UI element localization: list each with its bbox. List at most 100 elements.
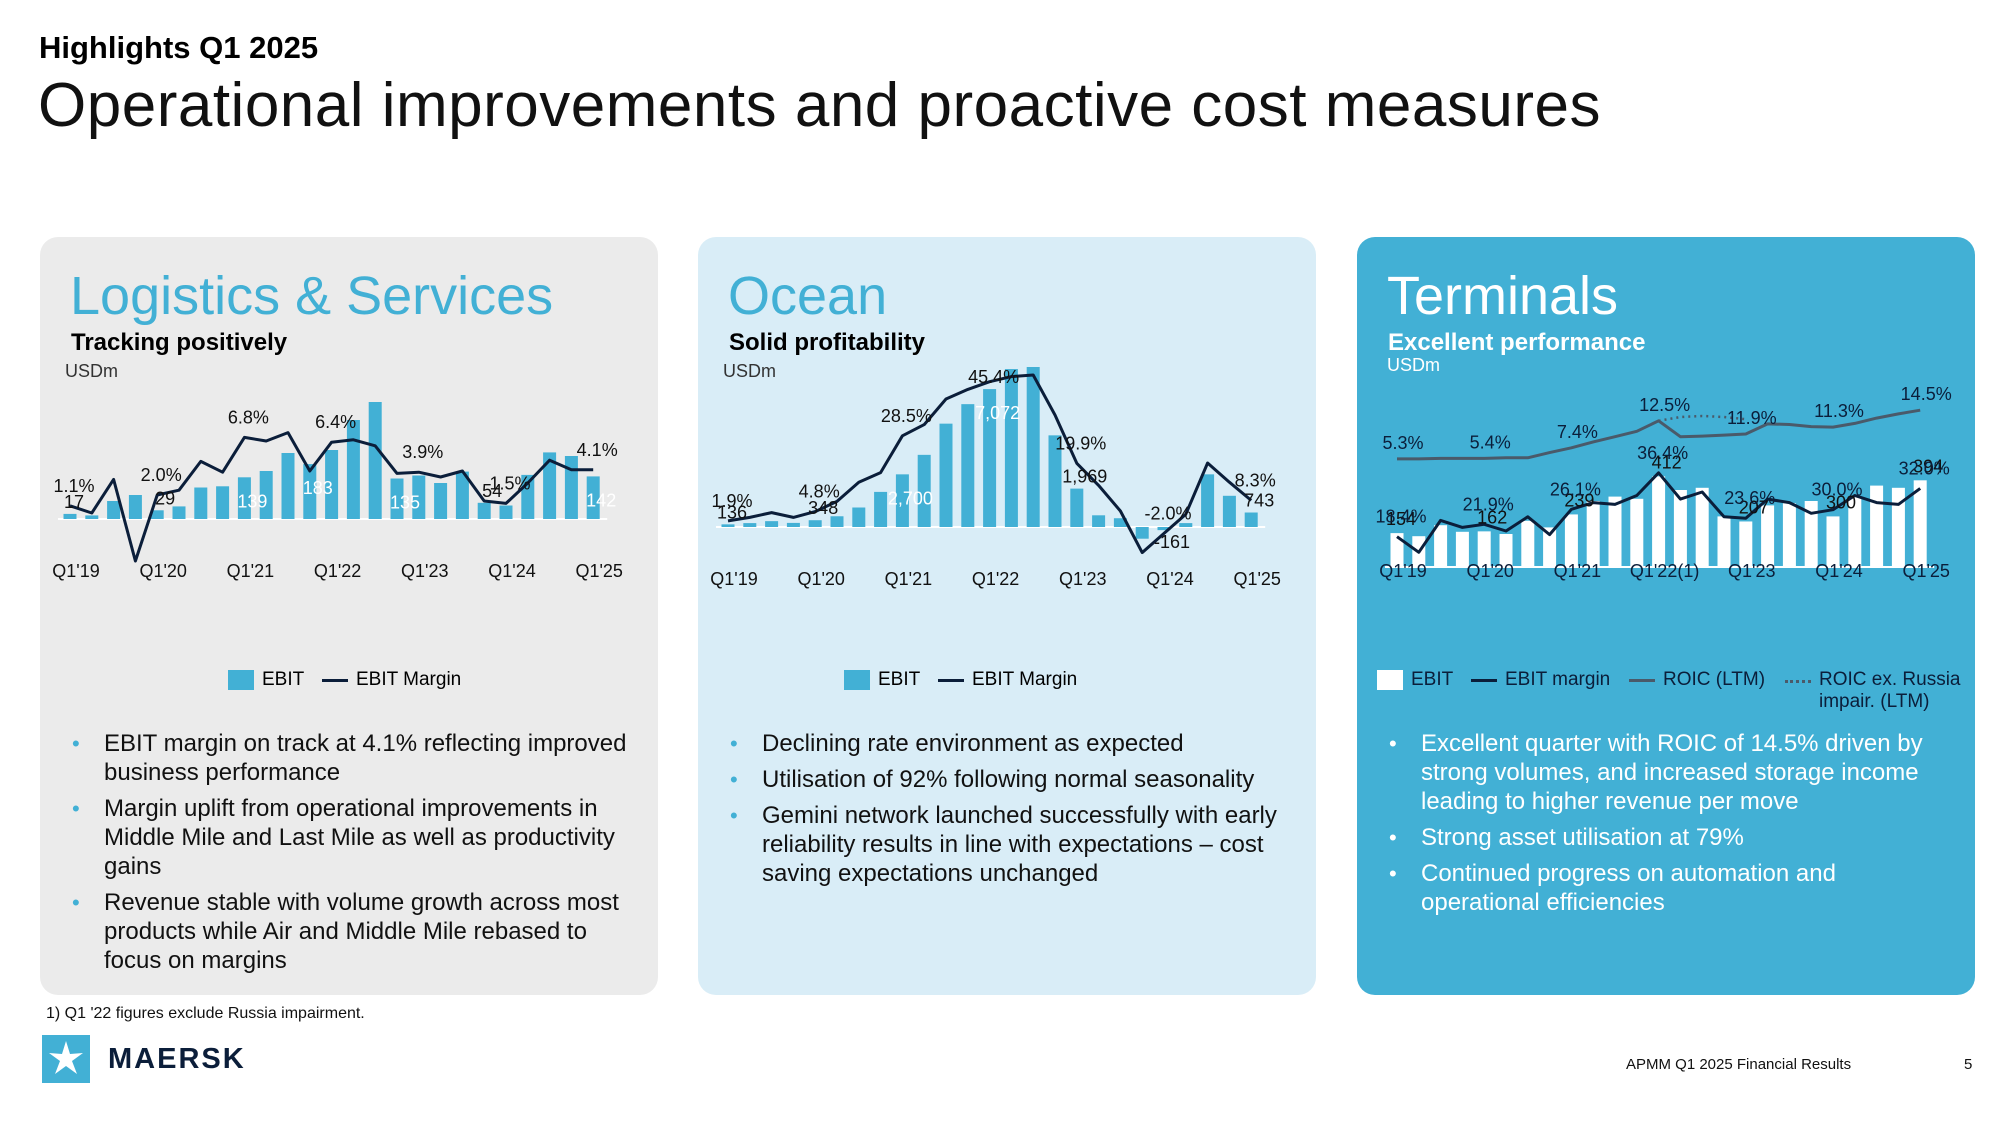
legend-label: EBIT Margin <box>356 669 462 690</box>
ebit-bar <box>830 516 844 527</box>
legend-margin: EBIT Margin <box>322 669 461 691</box>
ebit-bar <box>1826 516 1840 567</box>
logistics-chart: 17 29 139 183 135 54 142 1.1% 2.0% 6.8% 6.4% 3.9% 1.… <box>52 402 623 581</box>
brand-name: MAERSK <box>108 1042 246 1075</box>
ebit-bar <box>1870 485 1884 567</box>
legend-ebit: EBIT <box>844 669 920 691</box>
roic-label: 7.4% <box>1557 422 1598 442</box>
ebit-bar <box>194 487 208 519</box>
ebit-bar <box>455 471 469 519</box>
ebit-bar <box>1913 480 1927 567</box>
unit-label: USDm <box>1387 355 1440 375</box>
ebit-bar <box>1434 525 1448 567</box>
legend-roic: ROIC (LTM) <box>1629 669 1765 691</box>
page-title: Operational improvements and proactive c… <box>38 71 1601 140</box>
ebit-bar <box>150 510 164 519</box>
ebit-bar <box>259 471 273 519</box>
ebit-bar <box>237 477 251 519</box>
ebit-bar <box>63 513 77 519</box>
legend-bar-swatch <box>1377 670 1403 690</box>
bullet-item: Continued progress on automation and ope… <box>1385 859 1955 917</box>
ebit-bar <box>1564 514 1578 567</box>
panel-subtitle: Excellent performance <box>1388 329 1646 356</box>
ocean-chart: 136 348 2,700 7,072 1,969 -161 743 1.9% 4.8% 28.5… <box>710 367 1281 589</box>
bullet-item: EBIT margin on track at 4.1% reflecting … <box>68 729 638 787</box>
ebit-bar <box>1804 501 1818 567</box>
margin-value-label: 8.3% <box>1235 470 1276 490</box>
legend-line-swatch <box>1471 678 1497 682</box>
bullet-item: Margin uplift from operational improveme… <box>68 794 638 881</box>
ebit-bar <box>1761 505 1775 567</box>
margin-value-label: 6.4% <box>315 412 356 432</box>
legend-dotted-swatch <box>1785 680 1811 683</box>
margin-value-label: 36.4% <box>1637 443 1688 463</box>
ebit-bar <box>743 523 757 527</box>
ebit-bar <box>172 506 186 519</box>
ebit-bar <box>1201 474 1215 527</box>
bullet-item: Strong asset utilisation at 79% <box>1385 823 1955 852</box>
ebit-bar <box>1477 531 1491 567</box>
margin-value-label: 19.9% <box>1055 433 1106 453</box>
terminals-panel: Terminals Excellent performance USDm 5.3… <box>1357 237 1975 995</box>
ebit-value-label: 183 <box>303 478 333 498</box>
x-tick-label: Q1'23 <box>1728 561 1775 581</box>
ebit-bar <box>412 475 426 519</box>
logistics-panel: Logistics & Services Tracking positively… <box>40 237 658 995</box>
ebit-bar <box>325 450 339 519</box>
ebit-value-label: 139 <box>237 491 267 511</box>
ebit-value-label: 300 <box>1826 492 1856 512</box>
ebit-value-label: 136 <box>717 502 747 522</box>
ebit-bar <box>1717 516 1731 567</box>
legend-roic-ex-russia: ROIC ex. Russia impair. (LTM) <box>1785 669 1969 713</box>
ebit-bar <box>1004 369 1018 527</box>
ebit-bar <box>765 521 779 527</box>
maersk-logo: MAERSK <box>42 1035 246 1083</box>
x-tick-label: Q1'20 <box>139 561 186 581</box>
roic-label: 12.5% <box>1639 395 1690 415</box>
margin-value-label: 1.1% <box>53 476 94 496</box>
x-tick-label: Q1'20 <box>797 569 844 589</box>
ebit-bar <box>303 464 317 519</box>
margin-value-label: 2.0% <box>141 465 182 485</box>
roic-line <box>1397 408 1921 461</box>
ebit-bar <box>1891 487 1905 567</box>
bullet-item: Revenue stable with volume growth across… <box>68 888 638 975</box>
margin-value-label: 28.5% <box>881 406 932 426</box>
ebit-margin-line <box>727 373 1253 555</box>
ebit-bar <box>281 453 295 519</box>
ebit-bar <box>1092 515 1106 527</box>
ebit-bar <box>434 483 448 519</box>
legend-line-swatch <box>1629 678 1655 682</box>
ebit-value-label: 412 <box>1652 452 1682 472</box>
ebit-bar <box>216 486 230 519</box>
x-tick-label: Q1'22(1) <box>1630 561 1699 581</box>
ebit-bar <box>808 520 822 527</box>
ebit-bar <box>1652 476 1666 567</box>
margin-value-label: 6.8% <box>228 407 269 427</box>
legend-margin: EBIT margin <box>1471 669 1610 691</box>
ebit-bar <box>1521 520 1535 567</box>
margin-value-label: 23.6% <box>1724 488 1775 508</box>
roic-label: 11.3% <box>1814 401 1864 421</box>
ebit-bar <box>564 456 578 519</box>
legend-label: EBIT Margin <box>972 669 1078 690</box>
ebit-value-label: 154 <box>1386 509 1416 529</box>
margin-value-label: 21.9% <box>1463 494 1514 514</box>
bullet-item: Declining rate environment as expected <box>726 729 1296 758</box>
margin-value-label: 26.1% <box>1550 479 1601 499</box>
ebit-value-label: 54 <box>482 481 502 501</box>
ebit-bar <box>1586 501 1600 567</box>
x-tick-label: Q1'19 <box>52 561 99 581</box>
ebit-value-label: 7,072 <box>975 403 1020 423</box>
star-icon <box>42 1035 90 1083</box>
report-name: APMM Q1 2025 Financial Results <box>1626 1056 1852 1073</box>
ebit-bar <box>961 404 975 527</box>
margin-value-label: 4.8% <box>799 482 840 502</box>
x-tick-label: Q1'25 <box>1902 561 1949 581</box>
x-tick-label: Q1'24 <box>1146 569 1193 589</box>
ebit-bar <box>477 502 491 519</box>
ebit-value-label: 1,969 <box>1062 467 1107 487</box>
bullet-item: Excellent quarter with ROIC of 14.5% dri… <box>1385 729 1955 816</box>
x-tick-label: Q1'21 <box>885 569 932 589</box>
ocean-panel: Ocean Solid profitability USDm 136 348 2,7… <box>698 237 1316 995</box>
